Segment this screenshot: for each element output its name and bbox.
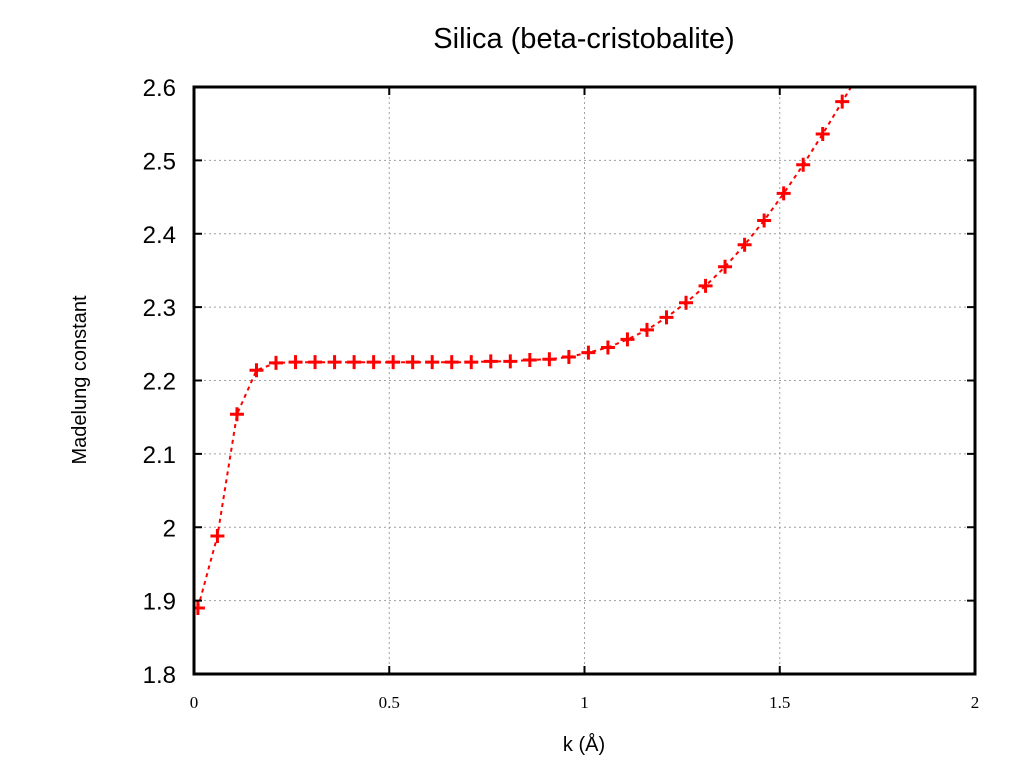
- data-point-marker: [425, 355, 440, 370]
- data-point-marker: [249, 363, 264, 378]
- x-tick-label: 2: [971, 693, 980, 712]
- data-point-marker: [698, 278, 713, 293]
- data-point-marker: [776, 186, 791, 201]
- data-point-marker: [581, 345, 596, 360]
- x-axis-label: k (Å): [563, 733, 605, 756]
- y-tick-label: 2: [163, 515, 176, 542]
- data-point-marker: [464, 355, 479, 370]
- data-point-marker: [308, 355, 323, 370]
- y-tick-label: 1.8: [143, 662, 176, 689]
- series-layer: [194, 87, 853, 615]
- x-tick-label: 0: [190, 693, 199, 712]
- data-point-marker: [542, 352, 557, 367]
- y-tick-label: 2.3: [143, 295, 176, 322]
- y-tick-label: 1.9: [143, 589, 176, 616]
- data-point-marker: [835, 94, 850, 109]
- chart-title: Silica (beta-cristobalite): [433, 23, 734, 55]
- y-tick-label: 2.5: [143, 148, 176, 175]
- data-point-marker: [444, 355, 459, 370]
- data-point-marker: [659, 310, 674, 325]
- x-tick-label: 1.5: [769, 693, 790, 712]
- data-point-marker: [327, 355, 342, 370]
- data-point-marker: [194, 600, 205, 615]
- x-tick-label: 0.5: [379, 693, 400, 712]
- data-point-marker: [679, 295, 694, 310]
- data-point-marker: [561, 350, 576, 365]
- data-point-marker: [639, 322, 654, 337]
- data-point-marker: [366, 355, 381, 370]
- data-point-marker: [347, 355, 362, 370]
- y-tick-label: 2.2: [143, 369, 176, 396]
- grid-lines: [194, 87, 975, 674]
- data-point-marker: [503, 354, 518, 369]
- y-tick-label: 2.6: [143, 75, 176, 102]
- data-point-marker: [600, 340, 615, 355]
- tick-marks: [193, 86, 976, 675]
- y-tick-label: 2.1: [143, 442, 176, 469]
- data-point-marker: [269, 355, 284, 370]
- data-point-marker: [483, 354, 498, 369]
- data-point-marker: [815, 126, 830, 141]
- data-point-marker: [405, 355, 420, 370]
- tick-labels: 0 0.5 1 1.5 2 1.8 1.9 2 2.1 2.2 2.3 2.4 2.5 2.6: [143, 75, 980, 712]
- data-point-marker: [796, 157, 811, 172]
- data-point-marker: [210, 529, 225, 544]
- y-tick-label: 2.4: [143, 222, 176, 249]
- data-point-marker: [718, 259, 733, 274]
- data-point-marker: [522, 352, 537, 367]
- data-point-marker: [386, 355, 401, 370]
- x-tick-label: 1: [580, 693, 589, 712]
- data-point-marker: [288, 355, 303, 370]
- y-axis-label: Madelung constant: [69, 295, 91, 464]
- data-point-marker: [737, 237, 752, 252]
- data-point-marker: [620, 332, 635, 347]
- data-point-marker: [757, 213, 772, 228]
- data-point-marker: [229, 407, 244, 422]
